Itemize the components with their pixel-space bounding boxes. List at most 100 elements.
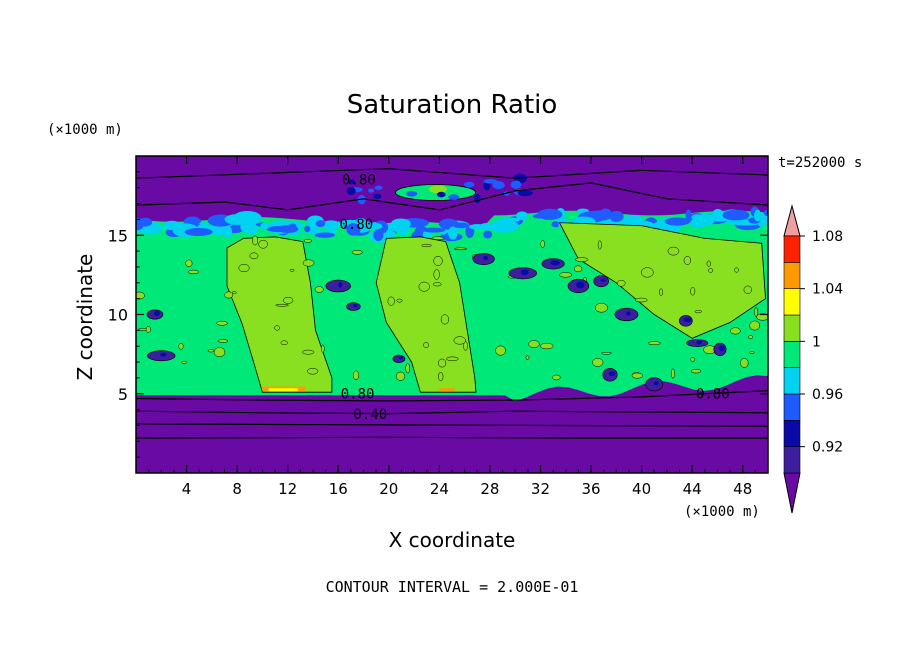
- fringe-patch: [224, 214, 251, 225]
- x-tick-label: 48: [733, 480, 752, 498]
- fringe-patch: [346, 223, 361, 236]
- speckle: [528, 340, 540, 348]
- saturated-patch: [558, 222, 766, 339]
- fringe-patch: [321, 220, 341, 231]
- speckle: [282, 296, 294, 304]
- dry-pocket-core: [600, 278, 606, 282]
- speckle: [743, 285, 752, 294]
- upper-fringe: [492, 181, 505, 190]
- speckle: [207, 349, 215, 353]
- fringe-patch: [753, 209, 762, 222]
- speckle: [396, 298, 403, 303]
- colorbar-label: 1.04: [812, 282, 843, 298]
- colorbar-label: 0.92: [812, 440, 843, 456]
- speckle: [708, 268, 714, 273]
- contour-interval-footer: CONTOUR INTERVAL = 2.000E-01: [326, 578, 579, 596]
- upper-fringe: [406, 190, 418, 197]
- fringe-patch: [696, 213, 715, 226]
- colorbar-label: 0.96: [812, 387, 843, 403]
- contour-plot-area: 0.80 0.80 0.80 0.80 0.40: [136, 156, 768, 473]
- supersat-spot: [439, 388, 455, 392]
- dry-pocket-core: [683, 317, 693, 323]
- contour-line: [136, 182, 768, 211]
- colorbar-bin: [783, 235, 801, 263]
- speckle: [631, 372, 643, 379]
- fringe-patch: [609, 210, 624, 222]
- dry-pocket-core: [550, 260, 560, 266]
- fringe-patch: [288, 223, 297, 229]
- fringe-patch: [304, 225, 311, 233]
- x-axis-ticks: 4 8 12 16 20 24 28 32 36 40 44 48: [148, 156, 756, 498]
- x-tick-label: 8: [232, 480, 242, 498]
- z-unit-label: (×1000 m): [47, 122, 123, 138]
- speckle: [754, 307, 758, 317]
- speckle: [690, 357, 696, 362]
- speckle: [433, 269, 440, 280]
- dry-pocket-core: [653, 381, 659, 386]
- speckle: [734, 267, 739, 273]
- x-tick-label: 24: [430, 480, 449, 498]
- speckle: [659, 288, 663, 296]
- speckle: [495, 345, 506, 356]
- upper-fringe: [347, 179, 356, 185]
- colorbar-bin: [783, 420, 801, 447]
- contour-line: [136, 390, 768, 402]
- speckle: [289, 268, 295, 272]
- upper-fringe: [463, 181, 475, 188]
- contour-label: 0.80: [696, 387, 730, 403]
- x-tick-label: 36: [581, 480, 600, 498]
- fringe-patch: [685, 209, 692, 222]
- x-tick-label: 4: [182, 480, 192, 498]
- contour-line: [136, 423, 768, 427]
- speckle: [302, 349, 315, 355]
- fringe-patch: [537, 208, 563, 220]
- speckle: [635, 297, 648, 303]
- dry-pocket-core: [338, 282, 343, 288]
- fringe-patch: [136, 217, 144, 231]
- speckle: [594, 302, 608, 313]
- chart-title: Saturation Ratio: [347, 90, 558, 120]
- speckle: [540, 240, 545, 248]
- dry-pocket-core: [608, 371, 616, 377]
- speckle: [749, 351, 755, 354]
- speckle: [213, 347, 226, 358]
- contour-line: [136, 168, 768, 179]
- speckle: [453, 336, 466, 345]
- contour-line: [136, 436, 768, 439]
- speckle: [573, 265, 583, 273]
- speckle: [181, 360, 187, 364]
- speckle: [351, 250, 363, 255]
- x-tick-label: 12: [278, 480, 297, 498]
- speckle: [559, 272, 572, 278]
- fringe-patch: [314, 232, 335, 238]
- speckle: [307, 368, 319, 375]
- fringe-patch: [184, 227, 213, 236]
- contour-label: 0.80: [340, 217, 374, 233]
- supersat-core: [268, 388, 298, 392]
- speckle: [387, 296, 395, 306]
- dry-pocket-core: [626, 311, 631, 316]
- speckle: [446, 356, 459, 362]
- fringe-patch: [260, 222, 270, 230]
- fringe-patch: [483, 230, 493, 239]
- fringe-patch: [489, 219, 519, 233]
- dry-pocket: [392, 354, 406, 363]
- colorbar-bin: [783, 341, 801, 368]
- fringe-patch: [712, 208, 724, 218]
- upper-fringe: [436, 191, 446, 198]
- upper-fringe: [483, 179, 498, 184]
- speckle: [145, 326, 151, 333]
- fringe-patch: [551, 221, 560, 228]
- upper-fringe: [448, 194, 460, 200]
- fringe-patch: [145, 223, 163, 233]
- speckle: [440, 314, 450, 325]
- colorbar-bin: [783, 314, 801, 342]
- speckle: [592, 358, 604, 367]
- speckle: [224, 291, 234, 299]
- speckle: [552, 374, 561, 381]
- dry-pocket-core: [719, 345, 725, 352]
- z-tick-label: 15: [108, 226, 128, 245]
- speckle: [238, 264, 250, 273]
- x-tick-label: 40: [632, 480, 651, 498]
